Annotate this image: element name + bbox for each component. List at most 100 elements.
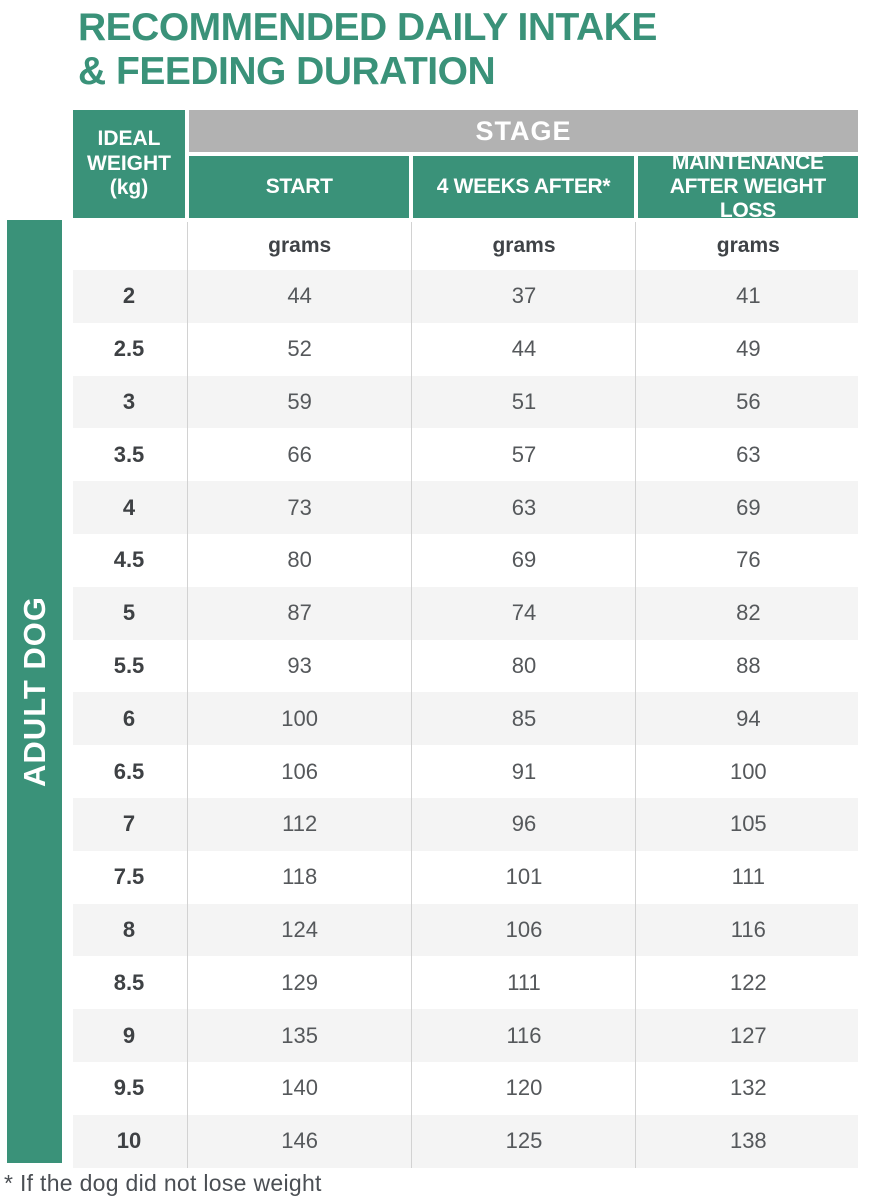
maintenance-grams-cell: 41 xyxy=(635,270,858,323)
maintenance-grams-cell: 122 xyxy=(635,956,858,1010)
adult-dog-band: ADULT DOG xyxy=(7,220,62,1163)
ideal-weight-header-line-1: IDEAL xyxy=(97,126,161,150)
after-4-weeks-grams-cell: 116 xyxy=(410,1009,634,1062)
start-grams-cell: 59 xyxy=(186,375,410,429)
ideal-weight-header-line-2: WEIGHT xyxy=(87,151,171,175)
table-row: 4.5 80 69 76 xyxy=(73,533,858,587)
table-row: 5.5 93 80 88 xyxy=(73,639,858,693)
table-row: 2.5 52 44 49 xyxy=(73,322,858,376)
table-row: 7 112 96 105 xyxy=(73,797,858,851)
maintenance-grams-cell: 63 xyxy=(635,428,858,482)
table-row: 4 73 63 69 xyxy=(73,481,858,534)
start-grams-cell: 80 xyxy=(186,533,410,587)
column-header-start: START xyxy=(189,156,410,218)
after-4-weeks-grams-cell: 120 xyxy=(410,1061,634,1115)
after-4-weeks-grams-cell: 96 xyxy=(410,797,634,851)
table-row: 3.5 66 57 63 xyxy=(73,428,858,482)
table-row: 9.5 140 120 132 xyxy=(73,1061,858,1115)
unit-label-maintenance: grams xyxy=(635,222,858,270)
ideal-weight-cell: 10 xyxy=(116,1128,142,1154)
start-grams-cell: 140 xyxy=(186,1061,410,1115)
start-grams-cell: 66 xyxy=(186,428,410,482)
start-grams-cell: 93 xyxy=(186,639,410,693)
ideal-weight-cell: 3.5 xyxy=(113,441,145,467)
table-row: 5 87 74 82 xyxy=(73,586,858,640)
start-grams-cell: 73 xyxy=(186,481,410,534)
start-grams-cell: 118 xyxy=(186,850,410,904)
maintenance-grams-cell: 100 xyxy=(635,745,858,798)
ideal-weight-header: IDEAL WEIGHT (kg) xyxy=(73,110,185,218)
start-grams-cell: 52 xyxy=(186,322,410,376)
maintenance-grams-cell: 132 xyxy=(635,1061,858,1115)
maintenance-grams-cell: 111 xyxy=(635,850,858,904)
unit-label-4-weeks-after: grams xyxy=(410,222,634,270)
table-row: 8.5 129 111 122 xyxy=(73,956,858,1010)
table-row: 3 59 51 56 xyxy=(73,375,858,429)
after-4-weeks-grams-cell: 85 xyxy=(410,692,634,746)
stage-header: STAGE xyxy=(189,110,858,152)
ideal-weight-cell: 5 xyxy=(122,600,136,626)
maintenance-grams-cell: 94 xyxy=(635,692,858,746)
ideal-weight-cell: 2.5 xyxy=(113,336,145,362)
maintenance-grams-cell: 116 xyxy=(635,903,858,957)
maintenance-grams-cell: 127 xyxy=(635,1009,858,1062)
maintenance-grams-cell: 49 xyxy=(635,322,858,376)
units-row-spacer xyxy=(73,222,185,270)
start-grams-cell: 100 xyxy=(186,692,410,746)
start-grams-cell: 129 xyxy=(186,956,410,1010)
ideal-weight-cell: 6 xyxy=(122,705,136,731)
after-4-weeks-grams-cell: 101 xyxy=(410,850,634,904)
start-grams-cell: 87 xyxy=(186,586,410,640)
ideal-weight-cell: 4 xyxy=(122,494,136,520)
maintenance-grams-cell: 56 xyxy=(635,375,858,429)
after-4-weeks-grams-cell: 106 xyxy=(410,903,634,957)
maintenance-grams-cell: 88 xyxy=(635,639,858,693)
table-row: 8 124 106 116 xyxy=(73,903,858,957)
ideal-weight-cell: 8.5 xyxy=(113,969,145,995)
after-4-weeks-grams-cell: 125 xyxy=(410,1114,634,1168)
after-4-weeks-grams-cell: 111 xyxy=(410,956,634,1010)
page-title-line-2: & FEEDING DURATION xyxy=(78,50,496,94)
start-grams-cell: 106 xyxy=(186,745,410,798)
table-body: grams grams grams 2 44 37 41 2.5 52 44 4… xyxy=(73,222,858,1168)
ideal-weight-cell: 9.5 xyxy=(113,1075,145,1101)
table-row: 7.5 118 101 111 xyxy=(73,850,858,904)
column-header-4-weeks-after: 4 WEEKS AFTER* xyxy=(413,156,634,218)
ideal-weight-cell: 7 xyxy=(122,811,136,837)
unit-label-start: grams xyxy=(186,222,410,270)
ideal-weight-cell: 6.5 xyxy=(113,758,145,784)
maintenance-grams-cell: 138 xyxy=(635,1114,858,1168)
table-row: 2 44 37 41 xyxy=(73,270,858,323)
table-row: 6 100 85 94 xyxy=(73,692,858,746)
after-4-weeks-grams-cell: 80 xyxy=(410,639,634,693)
column-header-maintenance: MAINTENANCE AFTER WEIGHT LOSS xyxy=(637,151,858,222)
adult-dog-label: ADULT DOG xyxy=(16,596,52,787)
after-4-weeks-grams-cell: 57 xyxy=(410,428,634,482)
ideal-weight-cell: 7.5 xyxy=(113,864,145,890)
table-row: 9 135 116 127 xyxy=(73,1009,858,1062)
after-4-weeks-grams-cell: 37 xyxy=(410,270,634,323)
ideal-weight-cell: 4.5 xyxy=(113,547,145,573)
after-4-weeks-grams-cell: 44 xyxy=(410,322,634,376)
page-title: RECOMMENDED DAILY INTAKE & FEEDING DURAT… xyxy=(78,6,657,94)
start-grams-cell: 124 xyxy=(186,903,410,957)
after-4-weeks-grams-cell: 91 xyxy=(410,745,634,798)
after-4-weeks-grams-cell: 69 xyxy=(410,533,634,587)
start-grams-cell: 135 xyxy=(186,1009,410,1062)
ideal-weight-cell: 5.5 xyxy=(113,652,145,678)
table-row: 10 146 125 138 xyxy=(73,1114,858,1168)
after-4-weeks-grams-cell: 51 xyxy=(410,375,634,429)
page-title-line-1: RECOMMENDED DAILY INTAKE xyxy=(78,6,657,49)
maintenance-grams-cell: 105 xyxy=(635,797,858,851)
table-header: IDEAL WEIGHT (kg) STAGE START 4 WEEKS AF… xyxy=(73,110,858,222)
after-4-weeks-grams-cell: 63 xyxy=(410,481,634,534)
start-grams-cell: 146 xyxy=(186,1114,410,1168)
after-4-weeks-grams-cell: 74 xyxy=(410,586,634,640)
maintenance-grams-cell: 69 xyxy=(635,481,858,534)
ideal-weight-cell: 9 xyxy=(122,1022,136,1048)
table-row: 6.5 106 91 100 xyxy=(73,745,858,798)
ideal-weight-cell: 2 xyxy=(122,283,136,309)
start-grams-cell: 112 xyxy=(186,797,410,851)
units-row: grams grams grams xyxy=(73,222,858,270)
footnote: * If the dog did not lose weight xyxy=(4,1170,322,1196)
